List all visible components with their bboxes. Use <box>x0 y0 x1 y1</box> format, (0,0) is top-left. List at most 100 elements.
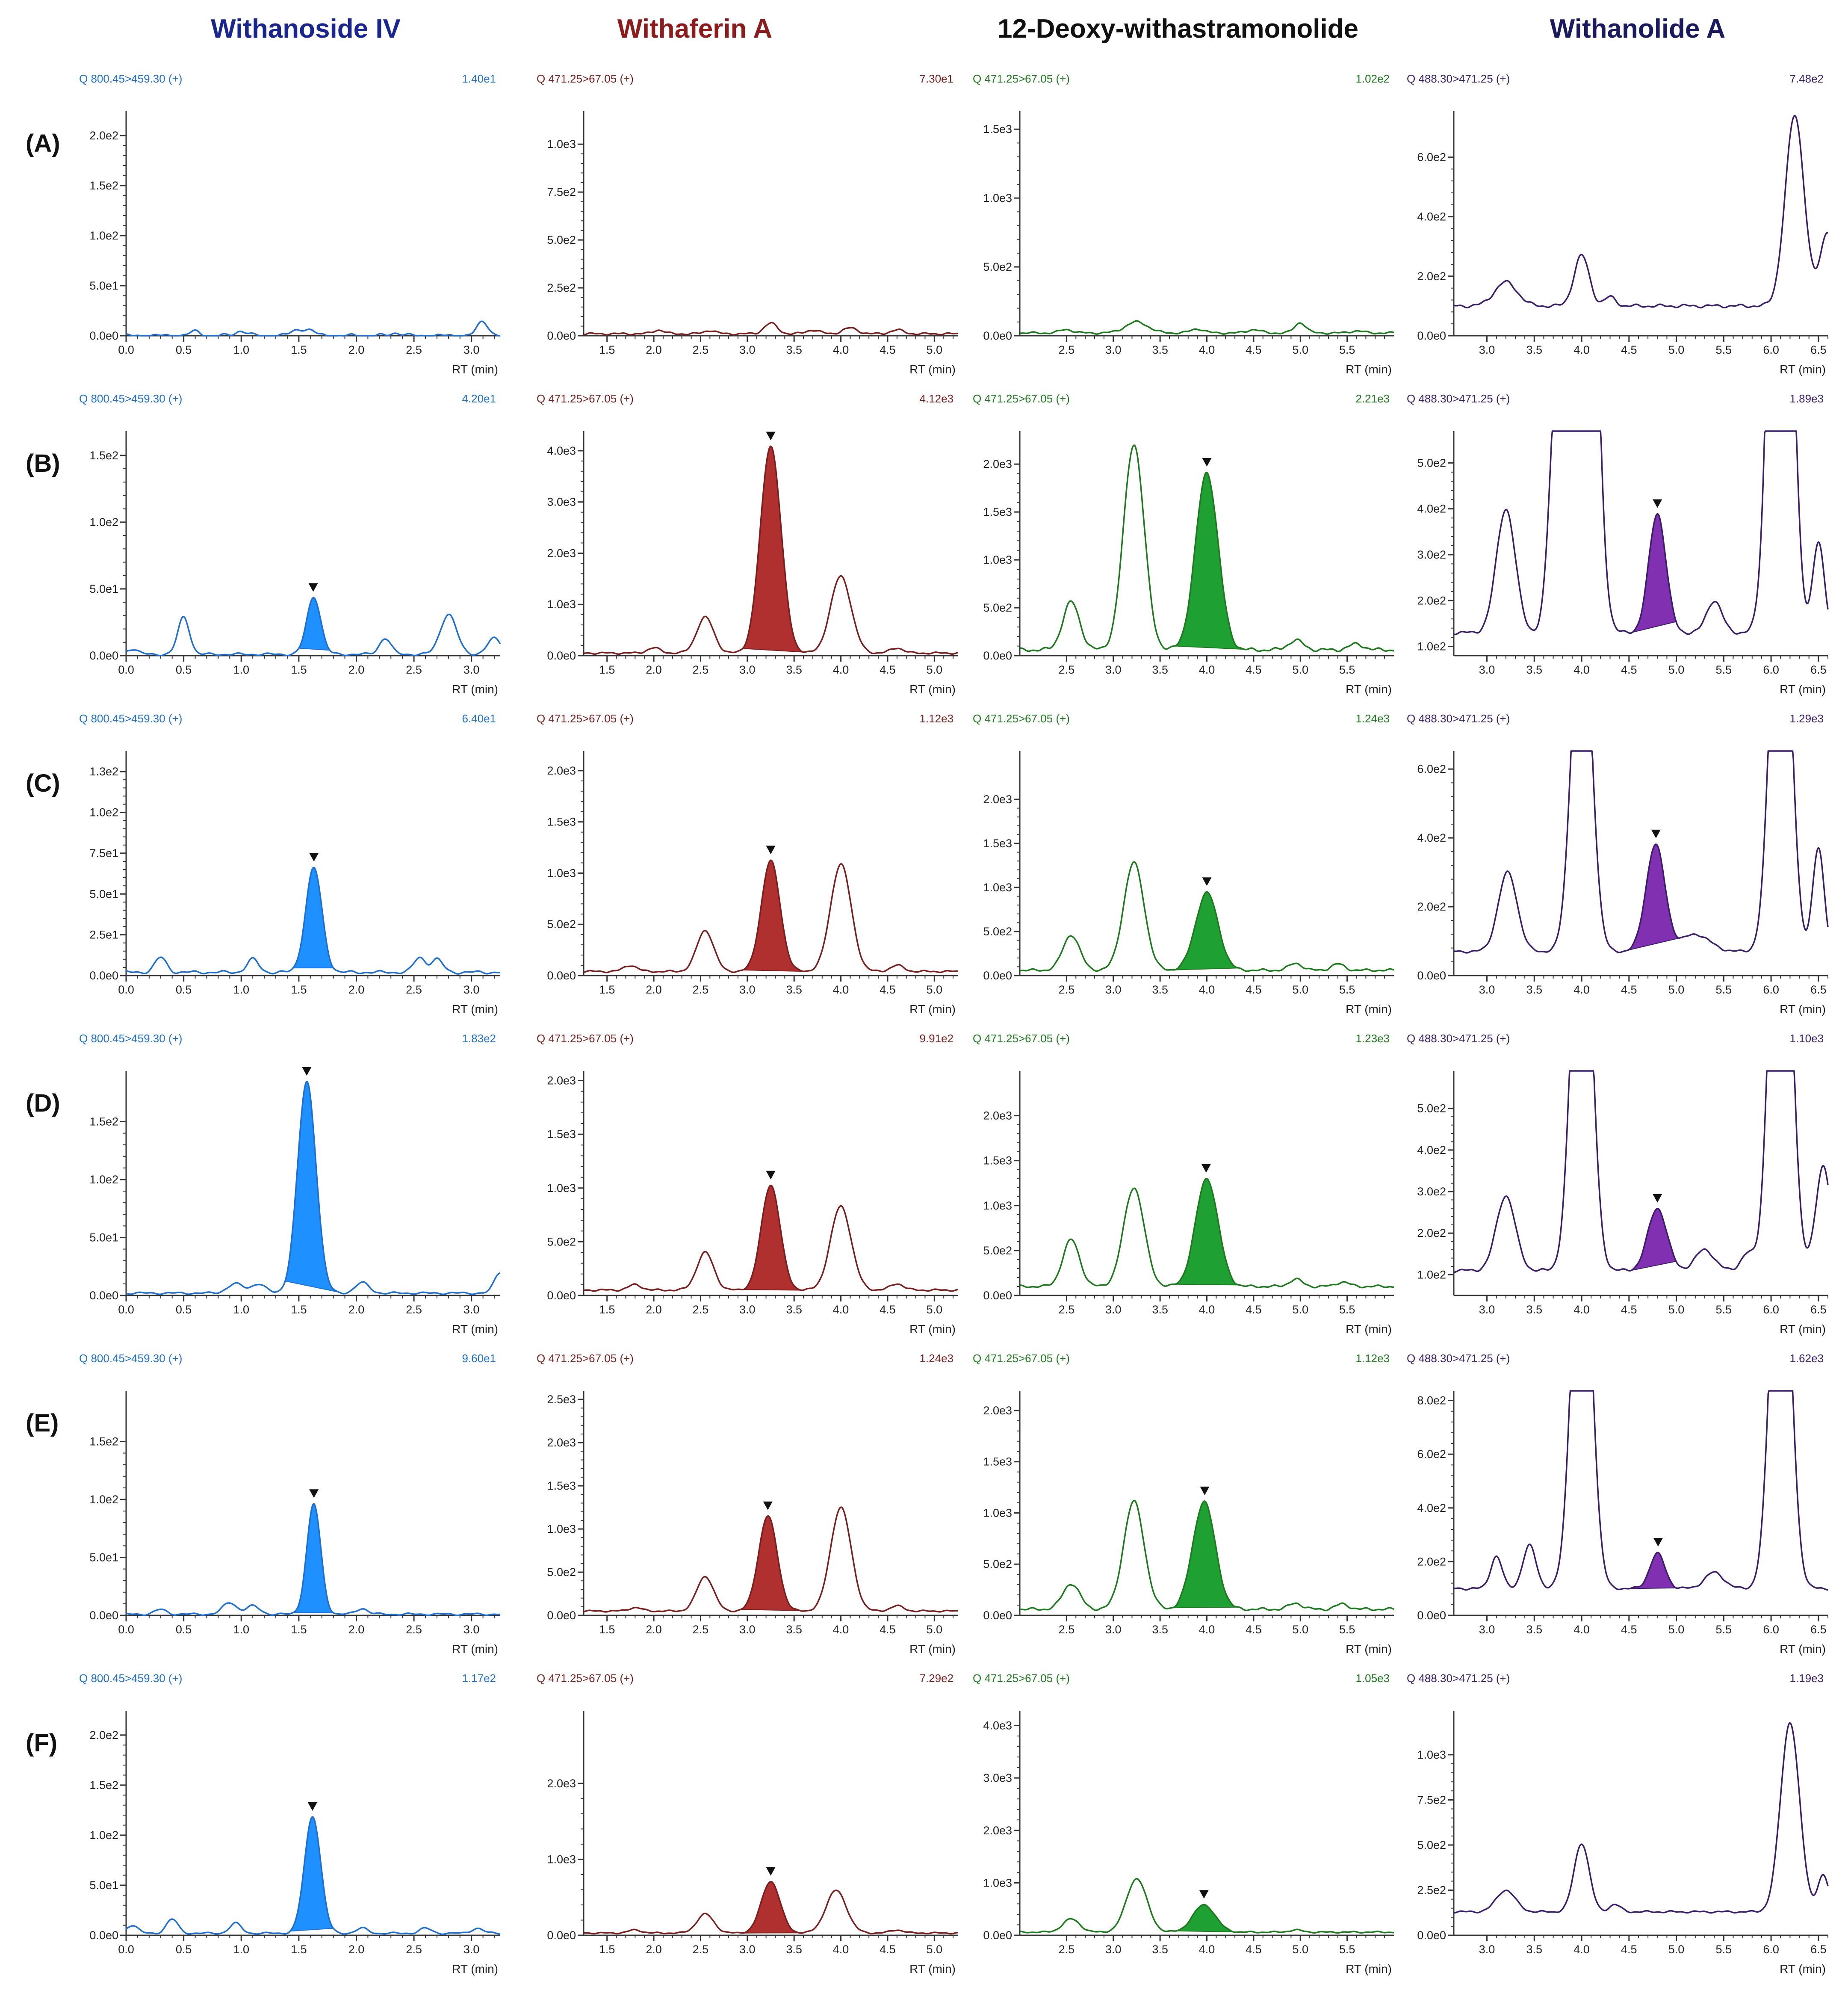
x-tick-label: 5.0 <box>1668 663 1685 676</box>
x-tick-label: 1.0 <box>233 1943 249 1956</box>
y-tick-label: 5.0e2 <box>983 1244 1012 1257</box>
x-tick-label: 5.0 <box>927 343 943 356</box>
y-tick-label: 0.0e0 <box>89 329 118 342</box>
peak-apex-marker <box>308 583 318 592</box>
x-tick-label: 4.5 <box>1246 343 1262 356</box>
x-tick-label: 2.5 <box>1059 343 1075 356</box>
x-tick-label: 6.5 <box>1810 343 1827 356</box>
x-axis-label: RT (min) <box>452 1642 498 1656</box>
x-tick-label: 5.5 <box>1716 1623 1732 1636</box>
y-tick-label: 5.0e2 <box>983 260 1012 273</box>
peak-apex-marker <box>1651 829 1661 838</box>
x-tick-label: 5.5 <box>1716 343 1732 356</box>
x-tick-label: 6.5 <box>1810 1303 1827 1316</box>
x-tick-label: 4.0 <box>1199 1303 1215 1316</box>
y-tick-label: 0.0e0 <box>547 649 576 662</box>
y-tick-label: 2.0e2 <box>1417 270 1446 283</box>
x-tick-label: 2.5 <box>693 1943 709 1956</box>
x-tick-label: 3.5 <box>786 983 802 996</box>
y-tick-label: 1.5e3 <box>983 837 1012 850</box>
intensity-label: 1.89e3 <box>1789 392 1824 405</box>
x-tick-label: 5.0 <box>1292 1303 1308 1316</box>
x-tick-label: 4.5 <box>880 1303 896 1316</box>
chromatogram-panel: Q 471.25>67.05 (+) 9.91e2 0.0e0 5.0e2 1.0e3 1… <box>537 1032 958 1336</box>
chromatogram-trace <box>1019 861 1394 972</box>
x-tick-label: 1.0 <box>233 983 249 996</box>
y-tick-label: 1.5e3 <box>983 1455 1012 1468</box>
y-tick-label: 1.0e2 <box>89 1493 118 1506</box>
x-axis-label: RT (min) <box>1780 1962 1826 1975</box>
y-tick-label: 1.0e3 <box>547 598 576 611</box>
peak-apex-marker <box>1200 1486 1210 1495</box>
x-tick-label: 6.5 <box>1810 1623 1827 1636</box>
y-tick-label: 2.5e1 <box>89 929 118 941</box>
chromatogram-panel: Q 471.25>67.05 (+) 4.12e3 0.0e0 1.0e3 2.0e3 3… <box>537 392 958 696</box>
x-tick-label: 3.5 <box>1152 1943 1168 1956</box>
x-tick-label: 4.0 <box>833 983 849 996</box>
y-tick-label: 0.0e0 <box>89 1609 118 1622</box>
x-tick-label: 3.0 <box>739 1303 756 1316</box>
chromatogram-trace <box>126 320 501 337</box>
chromatogram-trace <box>126 1081 501 1295</box>
y-tick-label: 2.5e2 <box>547 281 576 294</box>
transition-label: Q 471.25>67.05 (+) <box>973 72 1070 85</box>
y-tick-label: 4.0e2 <box>1417 1144 1446 1156</box>
x-tick-label: 3.0 <box>1479 1303 1495 1316</box>
x-tick-label: 4.0 <box>1573 1623 1590 1636</box>
transition-label: Q 800.45>459.30 (+) <box>79 1032 182 1045</box>
x-tick-label: 5.5 <box>1716 1943 1732 1956</box>
x-tick-label: 2.0 <box>348 983 365 996</box>
chromatogram-trace <box>583 322 958 336</box>
y-tick-label: 2.0e2 <box>1417 900 1446 913</box>
y-tick-label: 0.0e0 <box>1417 1929 1446 1942</box>
row-label: (B) <box>26 450 60 477</box>
x-tick-label: 2.0 <box>646 663 662 676</box>
transition-label: Q 488.30>471.25 (+) <box>1407 1032 1510 1045</box>
x-tick-label: 2.5 <box>693 1623 709 1636</box>
x-tick-label: 3.5 <box>1152 1623 1168 1636</box>
y-tick-label: 1.0e3 <box>547 138 576 151</box>
x-tick-label: 2.5 <box>693 343 709 356</box>
intensity-label: 7.48e2 <box>1789 72 1824 85</box>
x-axis-label: RT (min) <box>1346 1003 1392 1016</box>
y-tick-label: 0.0e0 <box>1417 1609 1446 1622</box>
chromatogram-trace <box>126 597 501 657</box>
x-tick-label: 3.0 <box>1479 343 1495 356</box>
transition-label: Q 471.25>67.05 (+) <box>537 712 634 725</box>
y-tick-label: 0.0e0 <box>983 649 1012 662</box>
y-tick-label: 0.0e0 <box>89 969 118 982</box>
x-tick-label: 5.0 <box>927 1943 943 1956</box>
x-tick-label: 3.0 <box>1479 983 1495 996</box>
y-tick-label: 5.0e2 <box>547 1235 576 1248</box>
x-tick-label: 0.5 <box>176 663 192 676</box>
intensity-label: 1.19e3 <box>1789 1672 1824 1685</box>
y-tick-label: 2.0e3 <box>983 793 1012 806</box>
y-tick-label: 1.5e2 <box>89 449 118 462</box>
x-tick-label: 2.5 <box>1059 1303 1075 1316</box>
intensity-label: 1.05e3 <box>1355 1672 1390 1685</box>
y-tick-label: 2.0e3 <box>983 1109 1012 1122</box>
y-tick-label: 2.0e3 <box>547 1777 576 1790</box>
x-tick-label: 0.0 <box>118 663 134 676</box>
x-tick-label: 2.5 <box>1059 663 1075 676</box>
transition-label: Q 471.25>67.05 (+) <box>537 1352 634 1365</box>
x-tick-label: 4.5 <box>1246 663 1262 676</box>
y-tick-label: 1.5e3 <box>547 1479 576 1492</box>
x-tick-label: 5.5 <box>1716 663 1732 676</box>
peak-apex-marker <box>1653 1538 1663 1547</box>
x-tick-label: 0.5 <box>176 1943 192 1956</box>
chromatogram-panel: Q 488.30>471.25 (+) 1.62e3 0.0e0 2.0e2 4.0e2… <box>1407 1352 1828 1656</box>
peak-apex-marker <box>1653 1194 1662 1203</box>
x-tick-label: 1.5 <box>599 663 615 676</box>
intensity-label: 1.23e3 <box>1355 1032 1390 1045</box>
x-tick-label: 5.0 <box>1668 1623 1685 1636</box>
y-tick-label: 5.0e2 <box>1417 1102 1446 1115</box>
x-tick-label: 3.0 <box>1479 1943 1495 1956</box>
y-tick-label: 3.0e2 <box>1417 1185 1446 1198</box>
x-tick-label: 3.0 <box>463 663 480 676</box>
y-tick-label: 1.5e3 <box>983 123 1012 136</box>
x-axis-label: RT (min) <box>452 683 498 696</box>
y-tick-label: 5.0e2 <box>547 234 576 246</box>
peak-apex-marker <box>309 1489 319 1498</box>
x-tick-label: 4.5 <box>880 1943 896 1956</box>
